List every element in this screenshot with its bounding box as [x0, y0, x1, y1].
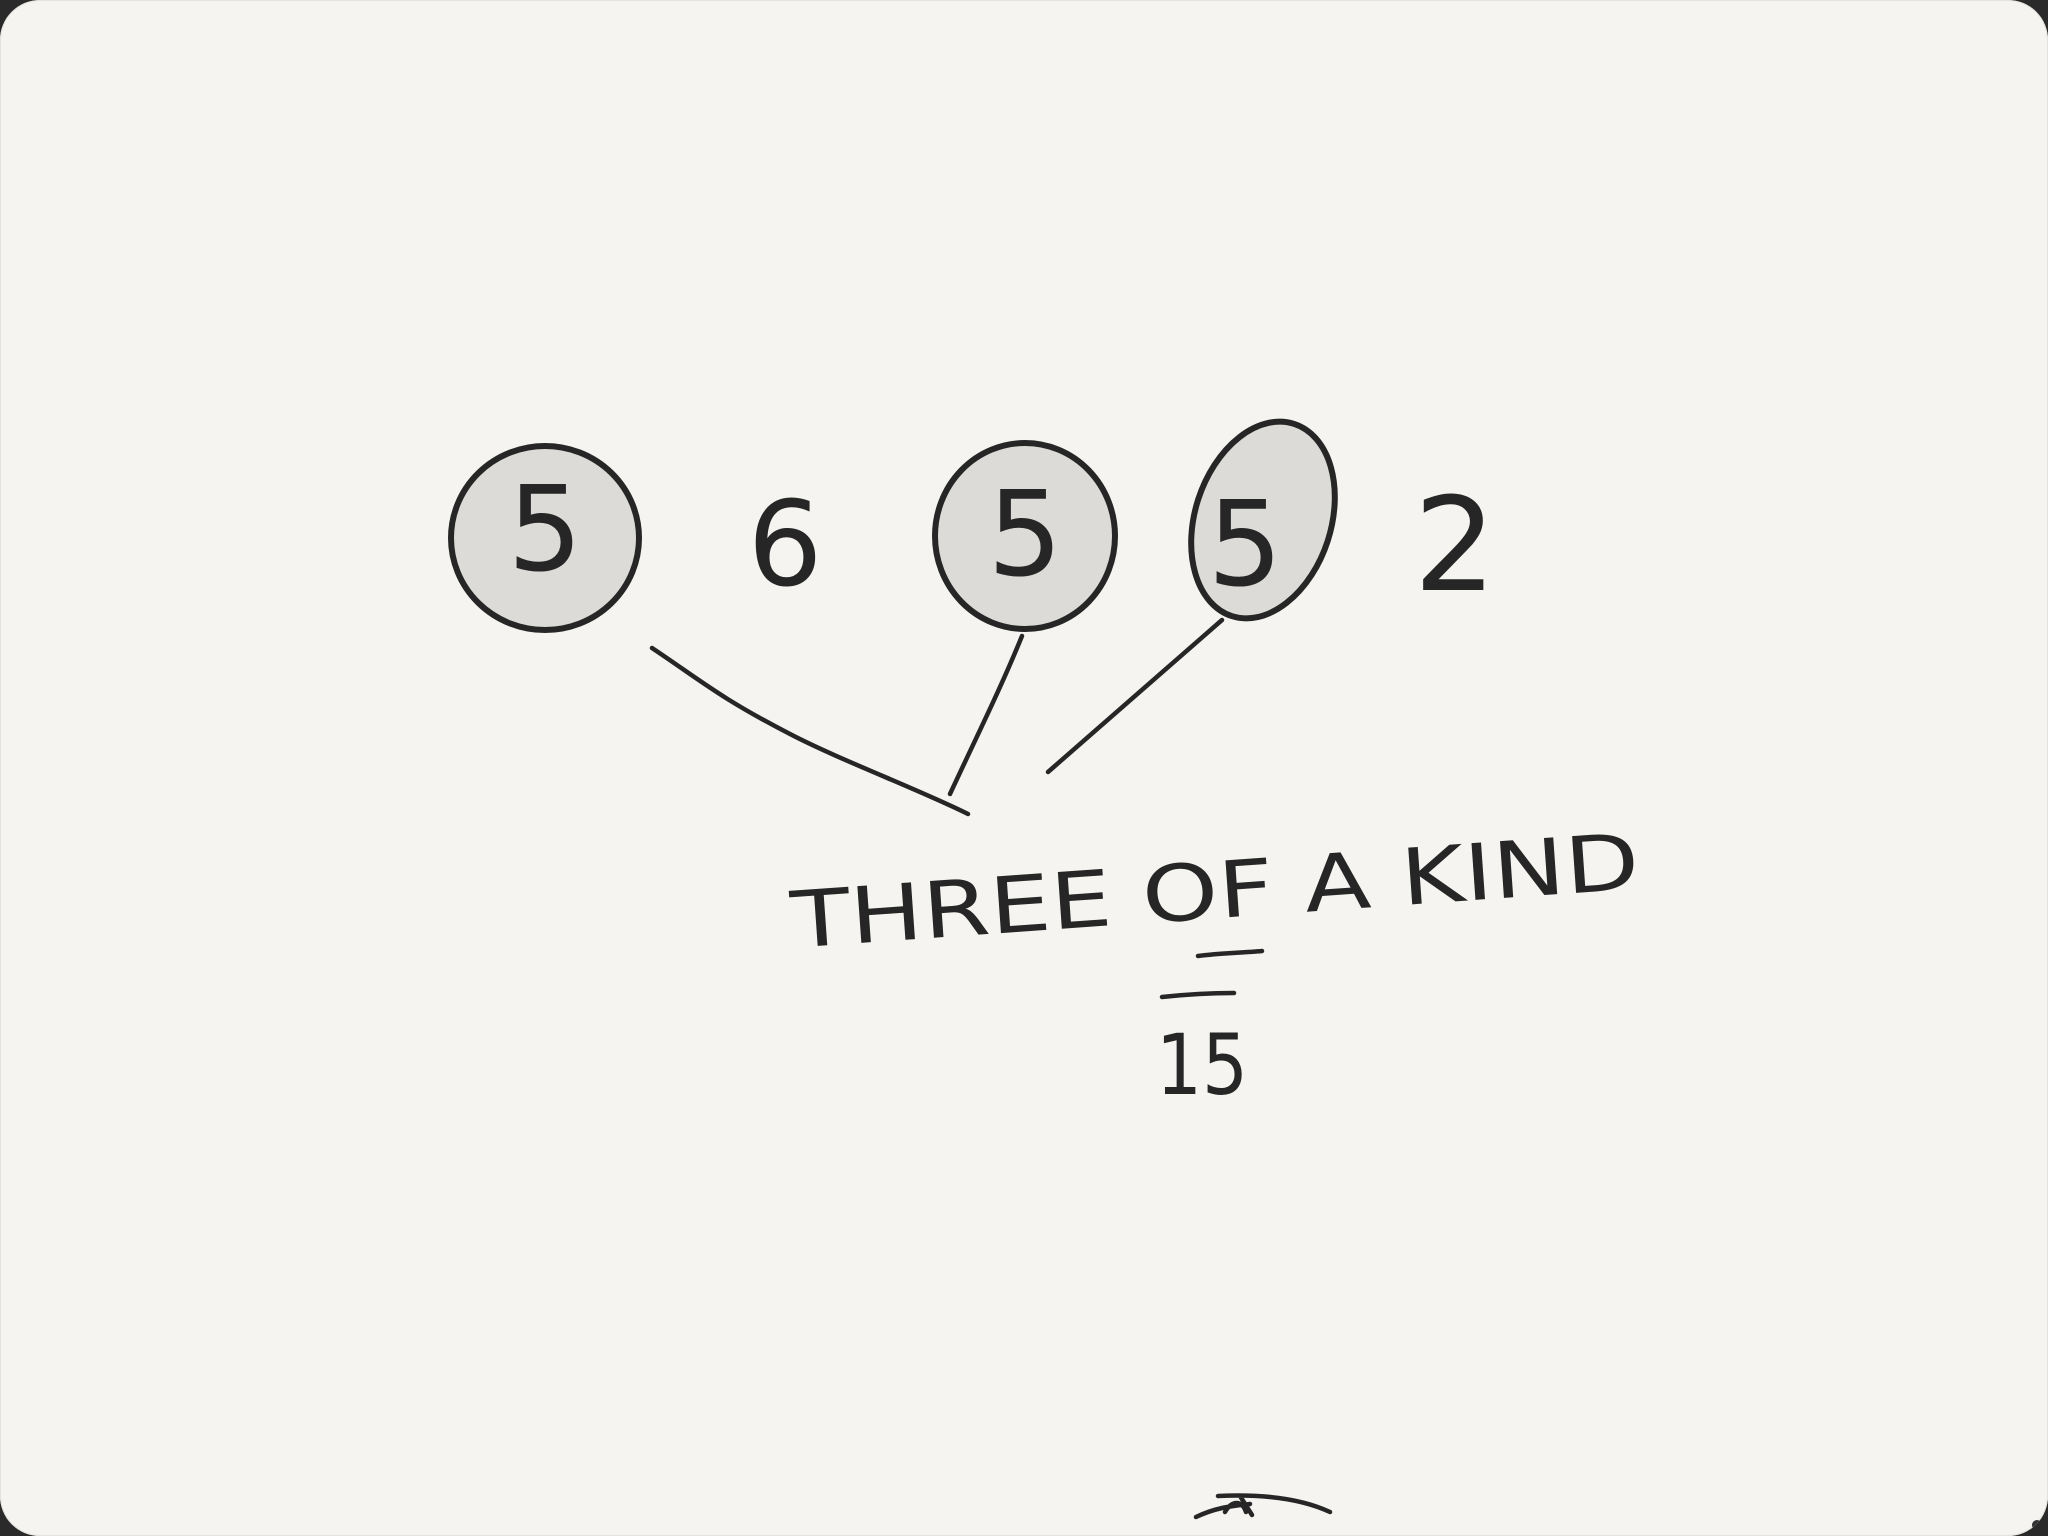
die-value-1: 5: [507, 460, 582, 598]
connector-line-1: [649, 645, 971, 817]
sum-rule-2: [1159, 990, 1237, 1000]
die-value-2: 6: [747, 475, 822, 613]
connector-line-2: [947, 633, 1025, 797]
corner-dot: [2032, 1520, 2042, 1530]
stray-scribble: [1193, 1493, 1333, 1520]
die-value-5: 2: [1414, 469, 1497, 621]
highlight-circle-2: [932, 440, 1118, 632]
sum-rule-1: [1195, 948, 1265, 959]
die-value-4: 5: [1207, 475, 1282, 613]
highlight-circle-1: [448, 443, 642, 633]
highlight-circle-3: [1188, 418, 1338, 622]
score-total: 15: [1156, 1016, 1248, 1114]
connector-line-3: [1045, 617, 1225, 775]
scoring-label: THREE OF A KIND: [787, 817, 1642, 966]
die-value-3: 5: [987, 465, 1062, 603]
